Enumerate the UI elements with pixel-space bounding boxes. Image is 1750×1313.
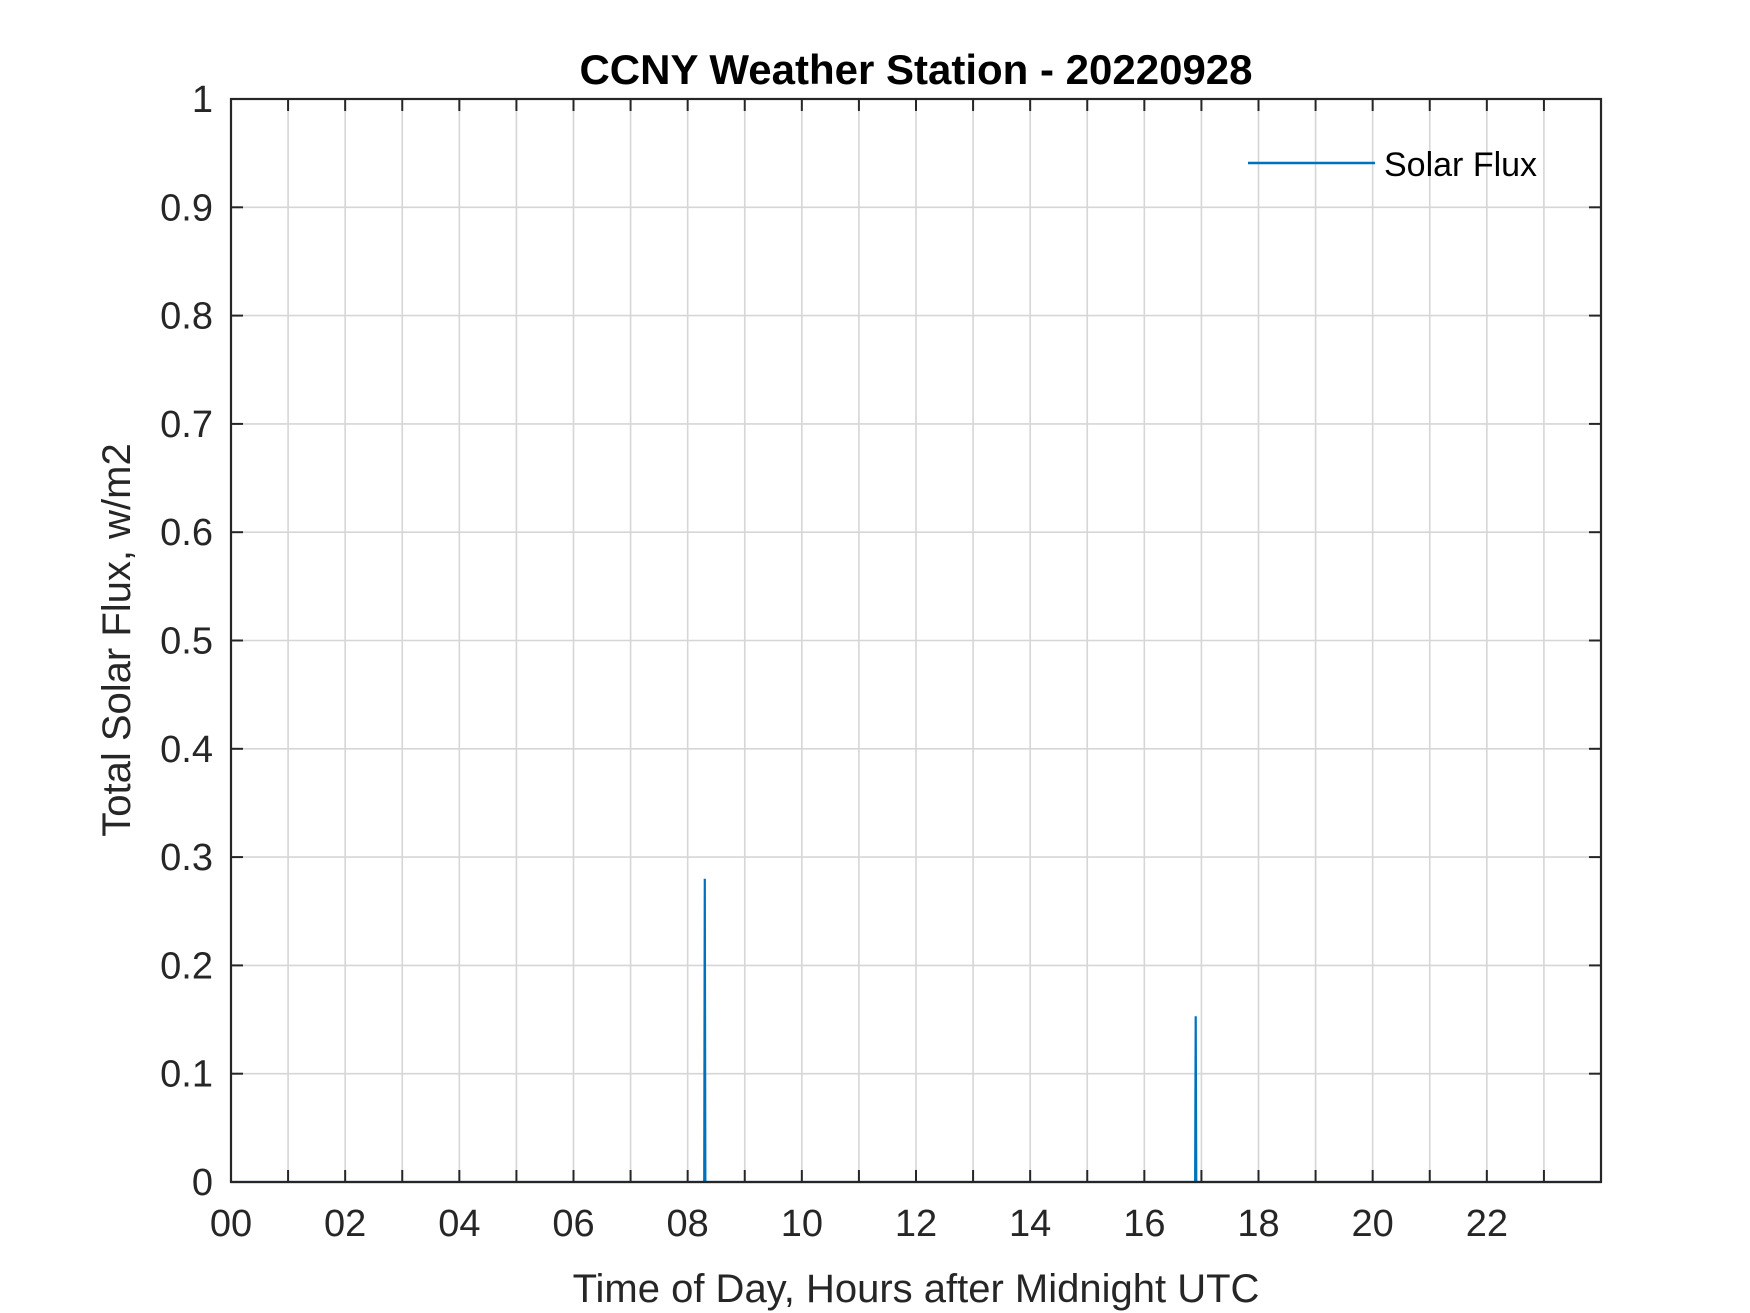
y-tick-label: 0.1	[160, 1054, 213, 1096]
chart-title: CCNY Weather Station - 20220928	[579, 46, 1252, 93]
y-tick-label: 0.7	[160, 404, 213, 446]
x-tick-label: 08	[667, 1203, 709, 1245]
y-tick-label: 0.9	[160, 187, 213, 229]
x-tick-label: 14	[1009, 1203, 1051, 1245]
x-tick-label: 16	[1123, 1203, 1165, 1245]
x-tick-label: 12	[895, 1203, 937, 1245]
y-tick-label: 0.2	[160, 945, 213, 987]
x-tick-label: 20	[1352, 1203, 1394, 1245]
y-tick-label: 1	[192, 79, 213, 121]
x-tick-label: 02	[324, 1203, 366, 1245]
y-tick-label: 0.5	[160, 621, 213, 663]
x-tick-label: 18	[1237, 1203, 1279, 1245]
y-tick-label: 0.3	[160, 837, 213, 879]
x-tick-label: 04	[438, 1203, 480, 1245]
grid	[231, 99, 1601, 1182]
legend: Solar Flux	[1248, 146, 1537, 184]
legend-label-solar-flux: Solar Flux	[1384, 146, 1537, 184]
x-tick-label: 00	[210, 1203, 252, 1245]
x-axis-label: Time of Day, Hours after Midnight UTC	[573, 1267, 1260, 1311]
y-axis-label: Total Solar Flux, w/m2	[95, 443, 139, 836]
y-tick-label: 0.6	[160, 512, 213, 554]
x-tick-label: 10	[781, 1203, 823, 1245]
y-tick-label: 0.8	[160, 296, 213, 338]
y-tick-label: 0.4	[160, 729, 213, 771]
y-tick-labels: 0 0.1 0.2 0.3 0.4 0.5 0.6 0.7 0.8 0.9 1	[160, 79, 213, 1204]
x-tick-label: 22	[1466, 1203, 1508, 1245]
y-tick-label: 0	[192, 1162, 213, 1204]
x-tick-label: 06	[552, 1203, 594, 1245]
x-tick-labels: 00 02 04 06 08 10 12 14 16 18 20 22	[210, 1203, 1508, 1245]
tick-marks	[230, 98, 1601, 1183]
